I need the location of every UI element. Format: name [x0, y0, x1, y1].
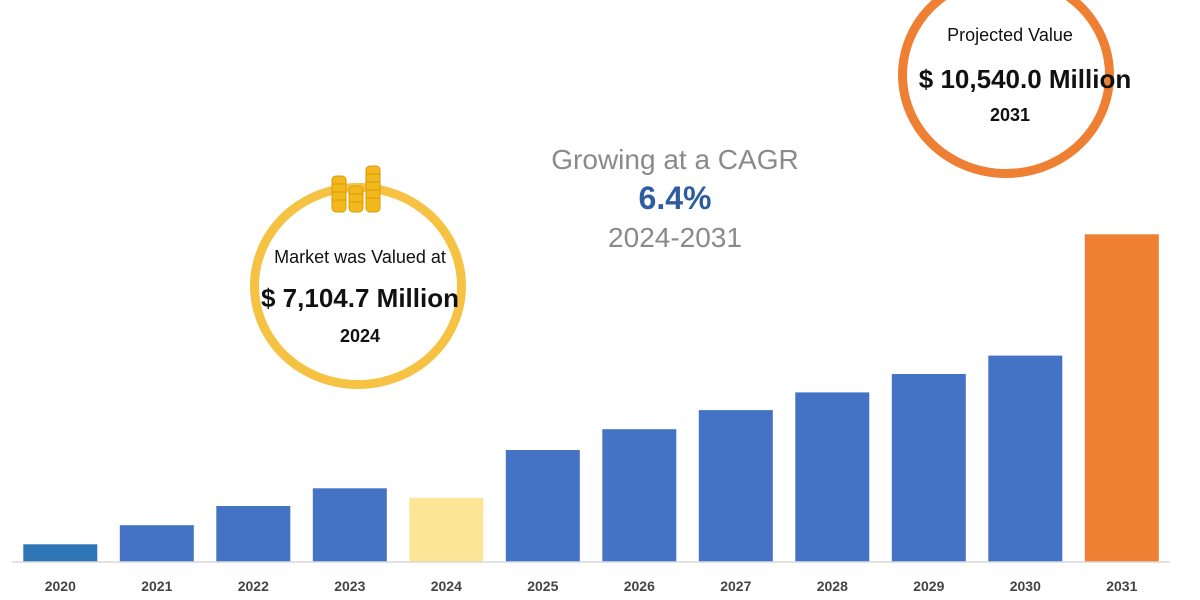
- bars-group: [23, 234, 1159, 563]
- projected-year: 2031: [989, 105, 1031, 125]
- bar-2028: [795, 392, 870, 562]
- x-tick-labels: 2020 2021 2022 2023 2024 2025 2026 2027 2028 2029…: [45, 578, 1138, 594]
- bar-2027: [698, 410, 773, 562]
- bar-2026: [602, 429, 677, 562]
- x-tick-label-2029: 2029: [913, 578, 944, 594]
- valued-value: $ 7,104.7 Million: [261, 283, 459, 313]
- x-tick-label-2020: 2020: [45, 578, 76, 594]
- cagr-period: 2024-2031: [608, 222, 742, 253]
- bar-2023: [312, 488, 387, 562]
- projected-label: Projected Value: [947, 25, 1073, 45]
- x-tick-label-2022: 2022: [238, 578, 269, 594]
- x-tick-label-2023: 2023: [334, 578, 365, 594]
- bar-2025: [505, 450, 580, 562]
- x-tick-label-2025: 2025: [527, 578, 558, 594]
- x-tick-label-2024: 2024: [431, 578, 462, 594]
- valued-year: 2024: [339, 326, 381, 346]
- bar-2022: [216, 506, 291, 562]
- x-tick-label-2021: 2021: [141, 578, 172, 594]
- x-tick-label-2027: 2027: [720, 578, 751, 594]
- x-tick-label-2026: 2026: [624, 578, 655, 594]
- cagr-value: 6.4%: [638, 180, 712, 216]
- x-tick-label-2028: 2028: [817, 578, 848, 594]
- cagr-label: Growing at a CAGR: [551, 144, 799, 175]
- bar-2030: [988, 355, 1063, 562]
- valued-label: Market was Valued at: [274, 247, 446, 267]
- bar-2020: [23, 544, 98, 562]
- coins-icon: [331, 165, 381, 213]
- bar-2021: [119, 525, 194, 562]
- x-tick-label-2031: 2031: [1106, 578, 1137, 594]
- projected-2031-circle: [898, 0, 1114, 178]
- projected-value: $ 10,540.0 Million: [918, 64, 1132, 94]
- bar-2031: [1084, 234, 1159, 563]
- bar-2029: [891, 374, 966, 562]
- x-tick-label-2030: 2030: [1010, 578, 1041, 594]
- bar-2024: [409, 497, 484, 562]
